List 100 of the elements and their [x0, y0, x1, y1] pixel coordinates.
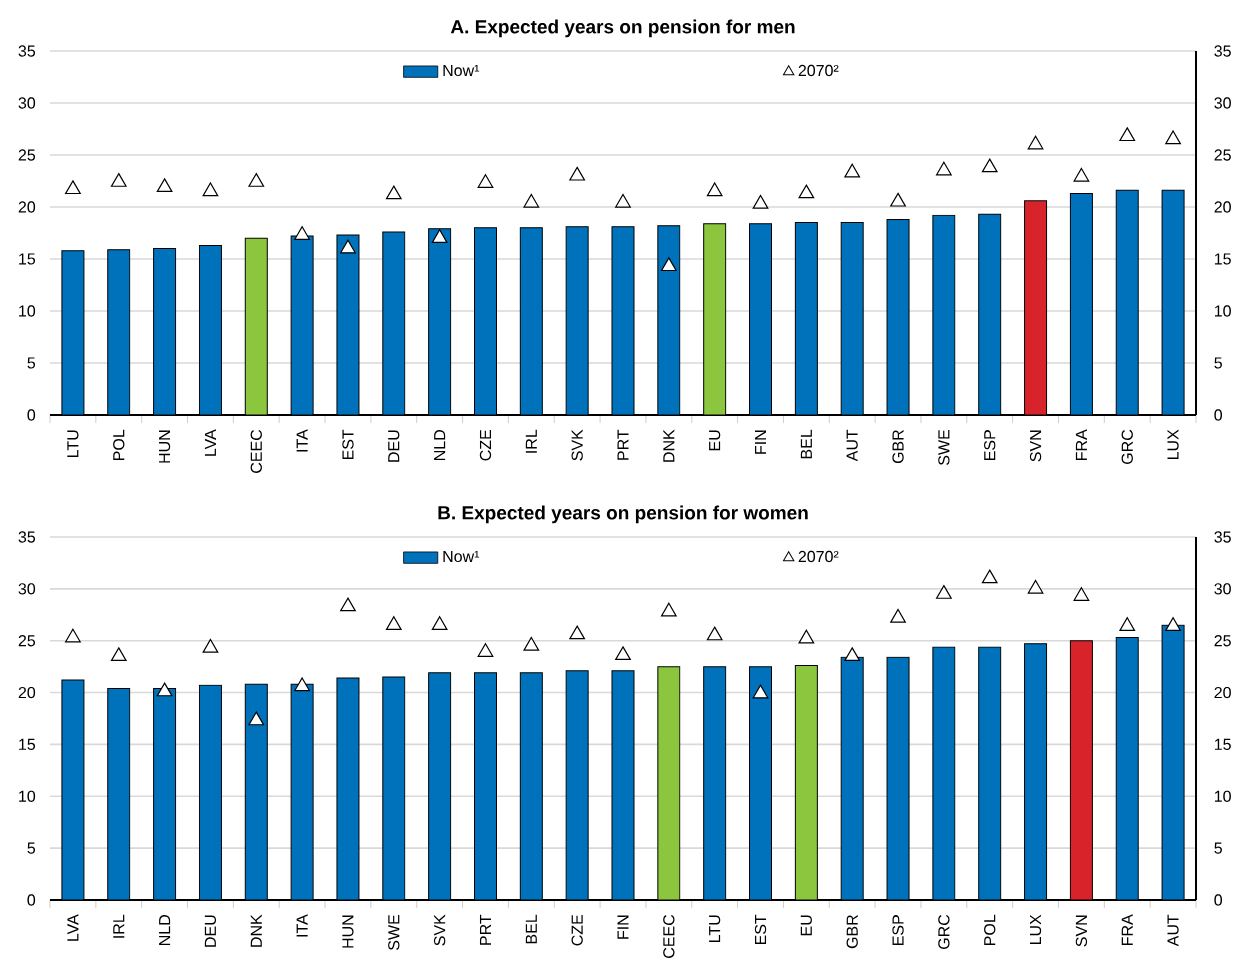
x-tick-label: FIN [755, 430, 767, 454]
legend-label: Now¹ [443, 64, 480, 77]
x-tick-label: EST [342, 429, 354, 460]
x-tick-label: DNK [250, 914, 262, 947]
point [706, 626, 723, 641]
x-tick-label: SVN [1075, 915, 1088, 947]
legend-label: 2070² [798, 64, 839, 77]
y2-tick-label: 35 [1214, 45, 1231, 57]
y2-tick-label: 0 [1214, 894, 1223, 906]
y-tick-label: 35 [18, 45, 36, 57]
x-tick-label: GRC [1121, 429, 1133, 465]
y-tick-label: 0 [27, 894, 36, 906]
x-tick-label: LUX [1167, 429, 1179, 460]
y-tick-label: 0 [27, 409, 36, 421]
point [156, 682, 173, 697]
point [248, 173, 265, 187]
point [65, 628, 81, 643]
point [65, 180, 81, 195]
y2-tick-label: 10 [1214, 305, 1231, 317]
point [202, 182, 219, 197]
y-tick-label: 10 [19, 790, 36, 802]
point [844, 163, 861, 178]
x-tick-label: POL [113, 429, 125, 460]
x-tick-label: IRL [525, 429, 537, 453]
x-tick-label: FIN [617, 915, 629, 939]
x-tick-label: GBR [892, 430, 904, 464]
y2-tick-label: 25 [1214, 635, 1231, 647]
x-tick-label: ITA [296, 429, 308, 452]
point [1073, 167, 1090, 182]
point [798, 629, 815, 644]
x-tick-label: FRA [1075, 429, 1087, 460]
point [431, 616, 448, 630]
y-tick-label: 30 [18, 583, 36, 595]
x-tick-label: CZE [479, 429, 492, 461]
y2-tick-label: 5 [1214, 357, 1222, 369]
x-tick-label: SVN [1029, 430, 1042, 462]
point [385, 616, 402, 630]
x-tick-label: LUX [1029, 914, 1042, 945]
point [569, 166, 586, 181]
point [1027, 579, 1044, 594]
x-tick-label: BEL [525, 914, 537, 944]
x-tick-label: FRA [1121, 914, 1133, 945]
x-tick-label: IRL [113, 914, 125, 938]
y-tick-label: 5 [27, 842, 36, 854]
x-tick-label: LTU [709, 915, 721, 942]
y-tick-label: 20 [18, 686, 36, 699]
x-tick-label: EU [709, 430, 721, 451]
chart-title: A. Expected years on pension for men [450, 19, 795, 38]
x-tick-label: SVK [571, 429, 583, 461]
point [156, 178, 173, 193]
point [431, 229, 448, 243]
y2-tick-label: 10 [1214, 790, 1231, 802]
point [248, 711, 265, 726]
x-tick-label: EST [754, 914, 767, 945]
point [1119, 617, 1136, 631]
point [110, 173, 127, 187]
point [936, 585, 952, 599]
point [1073, 587, 1090, 601]
point [340, 239, 356, 254]
point [798, 184, 815, 199]
y-tick-label: 25 [18, 635, 36, 647]
x-tick-label: CEEC [663, 914, 675, 958]
point [1165, 130, 1181, 145]
point [523, 193, 540, 208]
x-tick-label: DEU [388, 430, 400, 462]
y-tick-label: 25 [18, 149, 36, 161]
point [294, 677, 310, 692]
y2-tick-label: 15 [1214, 738, 1231, 751]
x-tick-label: GBR [846, 915, 858, 949]
point [890, 608, 906, 623]
point [981, 569, 998, 584]
y2-tick-label: 15 [1214, 253, 1231, 265]
point [615, 646, 631, 661]
x-tick-label: CEEC [250, 429, 262, 473]
point [1165, 617, 1181, 631]
x-tick-label: EU [800, 915, 812, 936]
point [294, 226, 310, 240]
y2-tick-label: 20 [1214, 201, 1231, 213]
y-tick-label: 20 [18, 201, 36, 213]
x-tick-label: DNK [663, 429, 675, 462]
y2-tick-label: 30 [1214, 583, 1231, 595]
y-tick-label: 10 [19, 305, 36, 317]
x-tick-label: POL [984, 914, 996, 945]
y2-tick-label: 5 [1214, 842, 1222, 854]
x-tick-label: SWE [938, 429, 950, 465]
x-tick-label: HUN [159, 430, 171, 463]
y2-tick-label: 25 [1214, 149, 1231, 161]
x-tick-label: DEU [204, 915, 217, 947]
x-tick-label: NLD [434, 430, 446, 460]
point [936, 161, 952, 176]
y2-tick-label: 30 [1214, 97, 1231, 109]
y-tick-label: 35 [18, 531, 36, 543]
point [615, 193, 631, 208]
y2-tick-label: 35 [1214, 531, 1231, 543]
point [477, 174, 494, 188]
x-tick-label: AUT [1167, 914, 1179, 947]
x-tick-label: PRT [617, 429, 629, 460]
point [385, 185, 402, 200]
point [202, 638, 219, 653]
x-tick-label: AUT [846, 429, 858, 462]
